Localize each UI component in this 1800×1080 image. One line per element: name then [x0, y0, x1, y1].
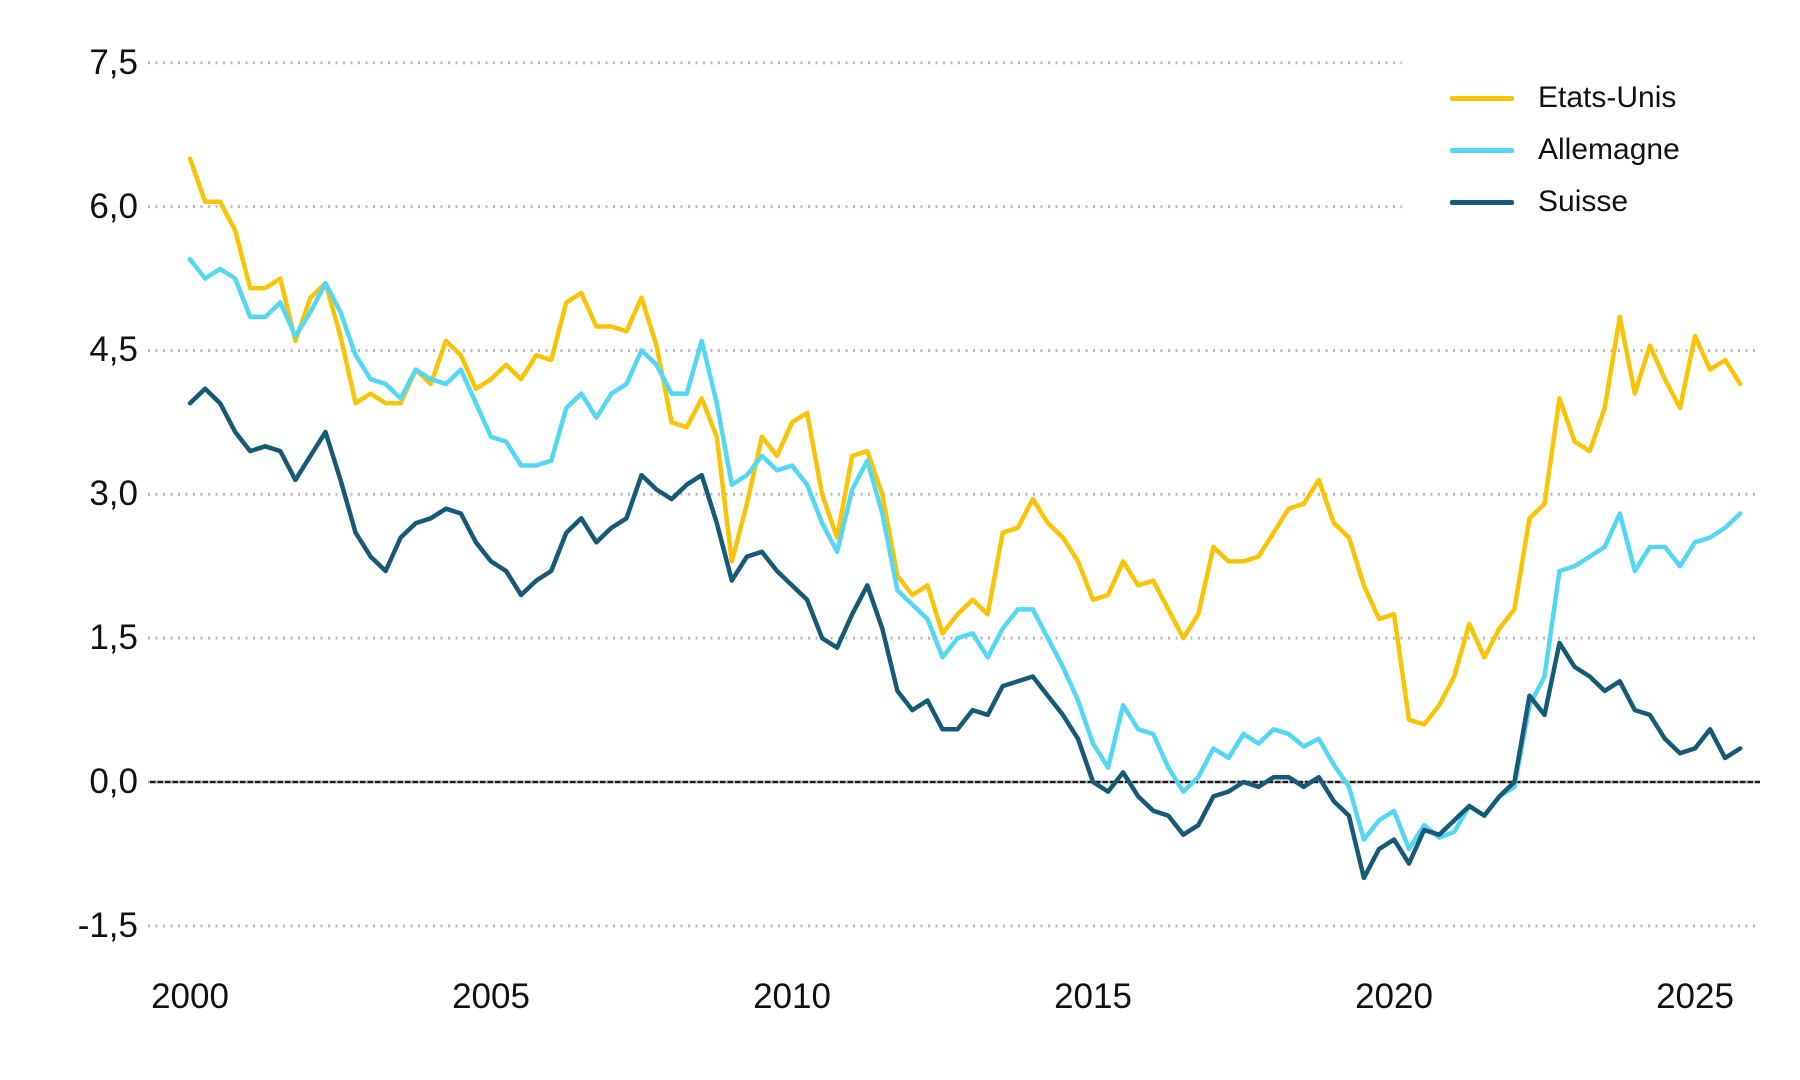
- y-tick-label-1,5: 1,5: [89, 618, 138, 658]
- x-tick-label-2015: 2015: [1054, 977, 1132, 1016]
- legend: Etats-Unis Allemagne Suisse: [1450, 72, 1690, 228]
- legend-item-suisse: Suisse: [1450, 176, 1680, 228]
- series-line-allemagne: [187, 257, 1743, 852]
- legend-swatch-etats-unis-icon: [1450, 95, 1514, 101]
- legend-swatch-allemagne-icon: [1450, 147, 1514, 153]
- legend-label-suisse: Suisse: [1538, 185, 1629, 218]
- series-line-suisse: [187, 386, 1743, 881]
- y-tick-label-7,5: 7,5: [89, 42, 138, 82]
- y-tick-label--1,5: -1,5: [77, 905, 138, 945]
- x-tick-label-2025: 2025: [1656, 977, 1734, 1016]
- x-tick-label-2010: 2010: [753, 977, 831, 1016]
- series-line-etats-unis: [187, 156, 1743, 727]
- x-tick-label-2005: 2005: [452, 977, 530, 1016]
- x-tick-label-2020: 2020: [1355, 977, 1433, 1016]
- legend-label-allemagne: Allemagne: [1538, 133, 1680, 166]
- y-tick-label-3,0: 3,0: [89, 474, 138, 514]
- legend-label-etats-unis: Etats-Unis: [1538, 81, 1677, 114]
- legend-swatch-suisse-icon: [1450, 199, 1514, 205]
- legend-item-allemagne: Allemagne: [1450, 124, 1680, 176]
- y-tick-label-0,0: 0,0: [89, 762, 138, 801]
- y-tick-label-4,5: 4,5: [89, 330, 138, 370]
- legend-item-etats-unis: Etats-Unis: [1450, 72, 1680, 124]
- x-tick-label-2000: 2000: [151, 977, 229, 1016]
- y-tick-label-6,0: 6,0: [89, 186, 138, 226]
